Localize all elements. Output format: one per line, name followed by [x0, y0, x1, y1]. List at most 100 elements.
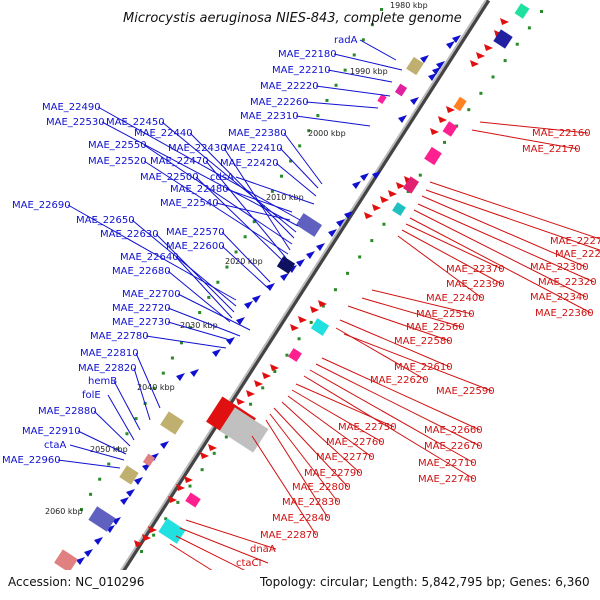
reverse-gene-arrow — [184, 476, 193, 483]
tick-dot — [382, 222, 386, 226]
tick-dot — [325, 98, 329, 102]
gene-block — [88, 506, 116, 532]
reverse-gene-leader — [479, 121, 589, 134]
label-leader-lines — [57, 39, 600, 594]
tick-dot — [225, 265, 229, 269]
tick-dot — [343, 68, 347, 72]
forward-gene-leader — [205, 160, 287, 259]
tick-dot — [285, 353, 289, 357]
forward-gene-label: MAE_22180 — [278, 49, 337, 60]
forward-gene-leader — [295, 115, 371, 127]
forward-gene-label: MAE_22630 — [100, 229, 159, 240]
forward-gene-leader — [177, 293, 251, 331]
reverse-gene-leader — [309, 369, 475, 464]
gene-block — [493, 29, 513, 49]
forward-gene-label: MAE_22220 — [260, 81, 319, 92]
reverse-gene-leader — [343, 333, 493, 392]
reverse-gene-arrow — [254, 380, 263, 387]
forward-gene-arrow — [288, 265, 297, 273]
forward-gene-arrow — [328, 229, 337, 237]
gene-block — [295, 213, 323, 237]
reverse-gene-arrow — [246, 390, 255, 397]
reverse-gene-arrow — [262, 372, 271, 379]
reverse-gene-leader — [417, 203, 595, 283]
tick-dot — [491, 75, 495, 79]
forward-gene-leader — [93, 410, 131, 447]
forward-gene-label: folE — [82, 390, 101, 401]
reverse-gene-leader — [291, 389, 383, 443]
forward-gene-label: MAE_22470 — [150, 156, 209, 167]
forward-gene-leader — [143, 144, 293, 245]
forward-gene-label: MAE_22780 — [90, 331, 149, 342]
forward-gene-leader — [305, 101, 379, 109]
tick-dot — [352, 53, 356, 57]
tick-dot — [252, 220, 256, 224]
reverse-gene-label: MAE_22340 — [530, 292, 589, 303]
tick-dot — [298, 144, 302, 148]
reverse-gene-label: MAE_22170 — [522, 144, 581, 155]
reverse-gene-label: MAE_22580 — [394, 336, 453, 347]
forward-gene-arrow — [432, 67, 441, 75]
tick-dot — [152, 533, 156, 537]
forward-gene-arrow — [212, 349, 221, 357]
reverse-gene-label: MAE_22800 — [292, 482, 351, 493]
forward-gene-arrow — [106, 525, 115, 533]
forward-gene-label: cdsA — [210, 172, 234, 183]
forward-gene-label: MAE_22310 — [240, 111, 299, 122]
tick-dot — [273, 370, 277, 373]
tick-dot — [224, 435, 228, 439]
reverse-gene-label: MAE_22370 — [446, 264, 505, 275]
tick-dot — [89, 492, 93, 496]
tick-dot — [297, 337, 301, 341]
reverse-gene-leader — [409, 217, 592, 314]
reverse-gene-leader — [185, 519, 277, 550]
forward-gene-leader — [107, 394, 135, 441]
reverse-gene-leader — [315, 363, 481, 447]
forward-gene-label: MAE_22210 — [272, 65, 331, 76]
gene-block — [402, 176, 420, 194]
forward-gene-leader — [175, 256, 233, 319]
forward-gene-leader — [221, 245, 269, 289]
tick-dot — [361, 38, 365, 42]
reverse-gene-leader — [339, 319, 451, 368]
reverse-gene-arrow — [500, 18, 509, 25]
gene-block — [185, 492, 201, 508]
tick-dot — [216, 280, 220, 284]
forward-gene-label: MAE_22410 — [224, 143, 283, 154]
reverse-gene-label: MAE_22360 — [535, 308, 594, 319]
forward-gene-arrow — [420, 55, 429, 63]
forward-gene-label: MAE_22690 — [12, 200, 71, 211]
forward-gene-label: hemB — [88, 376, 117, 387]
forward-gene-label: radA — [334, 35, 358, 46]
gene-block — [119, 465, 139, 485]
reverse-gene-label: MAE_22670 — [424, 441, 483, 452]
forward-gene-label: MAE_22910 — [22, 426, 81, 437]
reverse-gene-arrow — [168, 496, 177, 503]
reverse-gene-label: MAE_22840 — [272, 513, 331, 524]
reverse-gene-leader — [321, 357, 481, 431]
reverse-gene-label: MAE_22590 — [436, 386, 495, 397]
forward-gene-label: MAE_22810 — [80, 348, 139, 359]
tick-dot — [164, 517, 168, 521]
forward-gene-arrow — [436, 61, 445, 69]
forward-gene-arrow — [160, 441, 169, 449]
forward-gene-arrow — [410, 97, 419, 105]
reverse-gene-arrow — [236, 398, 245, 405]
tick-dot — [180, 341, 183, 345]
forward-gene-leader — [133, 367, 151, 421]
forward-gene-leader — [283, 132, 323, 185]
reverse-gene-label: MAE_22400 — [426, 293, 485, 304]
forward-gene-arrow — [280, 273, 289, 281]
reverse-gene-label: MAE_22760 — [326, 437, 385, 448]
forward-gene-leader — [221, 231, 271, 283]
reverse-gene-leader — [347, 305, 451, 342]
reverse-gene-label: MAE_22560 — [406, 322, 465, 333]
reverse-gene-arrow — [380, 196, 389, 203]
reverse-gene-label: MAE_22790 — [304, 468, 363, 479]
forward-gene-leader — [189, 132, 295, 239]
tick-dot — [188, 484, 192, 488]
tick-dot — [346, 271, 350, 275]
forward-gene-leader — [279, 147, 319, 189]
forward-gene-arrow — [236, 317, 245, 325]
reverse-gene-leader — [361, 297, 463, 328]
